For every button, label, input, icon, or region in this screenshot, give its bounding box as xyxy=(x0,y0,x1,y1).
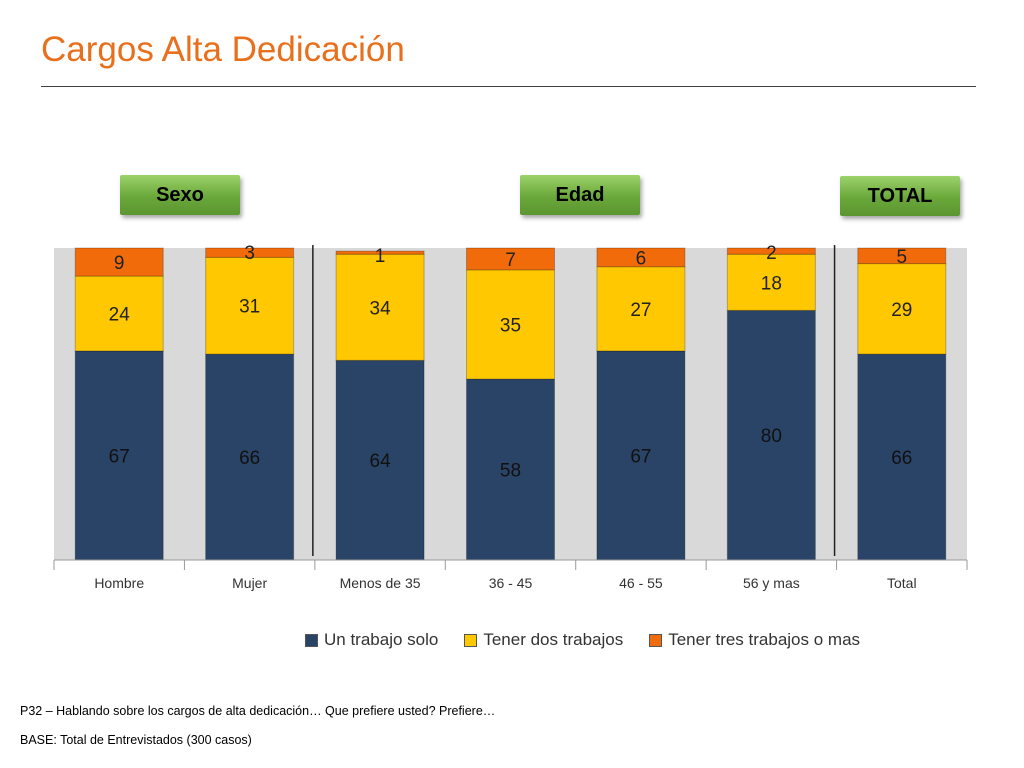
data-label: 18 xyxy=(761,273,782,294)
x-tick-label: 56 y mas xyxy=(743,575,800,591)
legend-label: Un trabajo solo xyxy=(324,630,439,649)
data-label: 27 xyxy=(630,300,651,321)
data-label: 1 xyxy=(375,246,386,267)
bar-segment-3-2 xyxy=(205,247,295,258)
bar-segment-3-1 xyxy=(74,247,164,277)
bar-segment-3-7 xyxy=(857,247,947,265)
bars xyxy=(74,247,947,561)
legend-label: Tener dos trabajos xyxy=(483,630,624,649)
bar-segment-1-5 xyxy=(596,350,686,561)
data-label: 34 xyxy=(370,298,392,319)
footnote-base: BASE: Total de Entrevistados (300 casos) xyxy=(20,733,252,747)
bar-segment-2-4 xyxy=(466,269,555,380)
bar-segment-3-6 xyxy=(726,247,816,255)
x-tick-label: 36 - 45 xyxy=(489,575,533,591)
data-label: 3 xyxy=(244,243,255,264)
data-label: 7 xyxy=(505,250,516,271)
legend-item-series-1: Un trabajo solo xyxy=(305,630,438,650)
data-label: 66 xyxy=(239,448,260,469)
legend-item-series-2: Tener dos trabajos xyxy=(464,630,623,650)
x-axis: Hombre Mujer Menos de 35 36 - 45 46 - 55 56 y… xyxy=(53,245,968,591)
bar-segment-2-2 xyxy=(205,256,295,355)
legend-swatch xyxy=(649,633,663,647)
bar-segment-1-4 xyxy=(466,378,555,561)
data-label: 67 xyxy=(109,446,130,467)
data-label: 6 xyxy=(636,248,647,269)
x-tick-label: 46 - 55 xyxy=(619,575,663,591)
data-label: 66 xyxy=(891,448,912,469)
legend-label: Tener tres trabajos o mas xyxy=(668,630,861,649)
data-label: 80 xyxy=(761,426,782,447)
data-label: 29 xyxy=(891,300,912,321)
title-divider xyxy=(41,86,976,87)
legend-swatch xyxy=(464,633,478,647)
data-label: 67 xyxy=(630,446,651,467)
x-tick-label: Total xyxy=(887,575,917,591)
legend-item-series-3: Tener tres trabajos o mas xyxy=(649,630,860,650)
data-label: 64 xyxy=(370,451,392,472)
bar-segment-2-7 xyxy=(857,263,947,355)
bar-segment-2-1 xyxy=(74,275,164,352)
bar-segment-1-3 xyxy=(335,359,425,561)
bar-segment-2-6 xyxy=(726,253,816,311)
legend: Un trabajo solo Tener dos trabajos Tener… xyxy=(305,630,860,650)
bar-segment-1-2 xyxy=(205,353,295,561)
data-label: 58 xyxy=(500,461,521,482)
group-label-edad: Edad xyxy=(520,175,640,215)
footnote-question: P32 – Hablando sobre los cargos de alta … xyxy=(20,704,496,718)
group-label-sexo: Sexo xyxy=(120,175,240,215)
bar-segment-3-5 xyxy=(596,247,686,268)
bar-segment-1-7 xyxy=(857,353,947,561)
x-tick-label: Mujer xyxy=(232,575,267,591)
data-label: 5 xyxy=(896,247,907,268)
page-title: Cargos Alta Dedicación xyxy=(41,30,405,69)
bar-segment-2-5 xyxy=(596,266,686,352)
data-label: 35 xyxy=(500,315,521,336)
data-label: 9 xyxy=(114,253,125,274)
x-tick-label: Hombre xyxy=(94,575,144,591)
legend-swatch xyxy=(305,633,318,647)
group-label-total: TOTAL xyxy=(840,176,960,216)
bar-segment-3-4 xyxy=(466,247,555,271)
x-tick-label: Menos de 35 xyxy=(340,575,421,591)
data-labels: 67 24 9 66 31 3 64 34 1 58 35 7 67 27 6 80 18 2 66 29 5 xyxy=(109,243,913,482)
data-label: 2 xyxy=(766,243,777,264)
data-label: 24 xyxy=(109,305,131,326)
data-label: 31 xyxy=(239,297,260,318)
bar-segment-3-3 xyxy=(335,250,425,255)
bar-segment-2-3 xyxy=(335,253,425,361)
bar-segment-1-6 xyxy=(726,309,816,561)
